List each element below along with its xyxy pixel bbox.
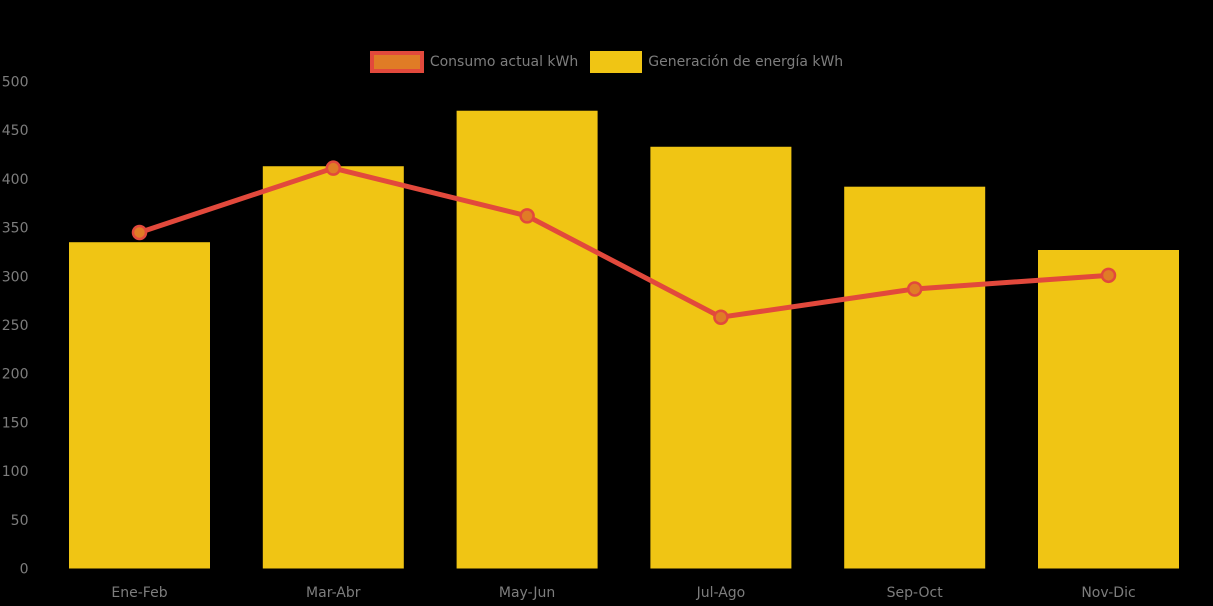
bar-nov-dic xyxy=(1038,250,1179,569)
y-tick-label-200: 200 xyxy=(2,367,29,383)
y-tick-label-450: 450 xyxy=(2,123,29,139)
legend-item-consumo-actual: Consumo actual kWh xyxy=(369,51,579,73)
line-point-ene-feb xyxy=(131,224,148,241)
line-point-nov-dic xyxy=(1100,267,1117,284)
legend-label-generacion-energia: Generación de energía kWh xyxy=(648,54,844,70)
y-tick-label-250: 250 xyxy=(2,318,29,334)
y-tick-label-500: 500 xyxy=(2,75,29,91)
bar-jul-ago xyxy=(650,146,792,569)
y-tick-label-350: 350 xyxy=(2,221,29,237)
legend-item-generacion-energia: Generación de energía kWh xyxy=(590,51,843,73)
y-tick-label-50: 50 xyxy=(11,513,29,529)
x-tick-label-mar-abr: Mar-Abr xyxy=(306,585,361,601)
bar-mar-abr xyxy=(262,166,404,569)
y-tick-label-100: 100 xyxy=(2,464,29,480)
x-tick-label-sep-oct: Sep-Oct xyxy=(887,585,944,601)
consumo-line xyxy=(137,165,1111,320)
bar-sep-oct xyxy=(844,186,986,569)
line-point-sep-oct xyxy=(906,281,923,297)
line-point-may-jun xyxy=(519,208,535,224)
line-point-jul-ago xyxy=(713,309,729,325)
legend-swatch-consumo-actual xyxy=(369,51,424,73)
x-tick-label-jul-ago: Jul-Ago xyxy=(696,585,746,601)
legend-swatch-generacion-energia xyxy=(590,51,643,73)
y-tick-label-0: 0 xyxy=(20,562,29,578)
legend-label-consumo-actual: Consumo actual kWh xyxy=(429,54,579,70)
x-tick-label-may-jun: May-Jun xyxy=(499,585,555,601)
chart-legend: Consumo actual kWh Generación de energía… xyxy=(0,51,1213,73)
line-point-mar-abr xyxy=(325,160,342,176)
y-tick-label-300: 300 xyxy=(2,269,29,285)
bar-may-jun xyxy=(456,110,598,569)
x-tick-label-ene-feb: Ene-Feb xyxy=(111,585,167,601)
y-tick-label-150: 150 xyxy=(2,415,29,431)
y-tick-label-400: 400 xyxy=(2,172,29,188)
bar-ene-feb xyxy=(69,242,210,569)
x-tick-label-nov-dic: Nov-Dic xyxy=(1081,585,1135,601)
